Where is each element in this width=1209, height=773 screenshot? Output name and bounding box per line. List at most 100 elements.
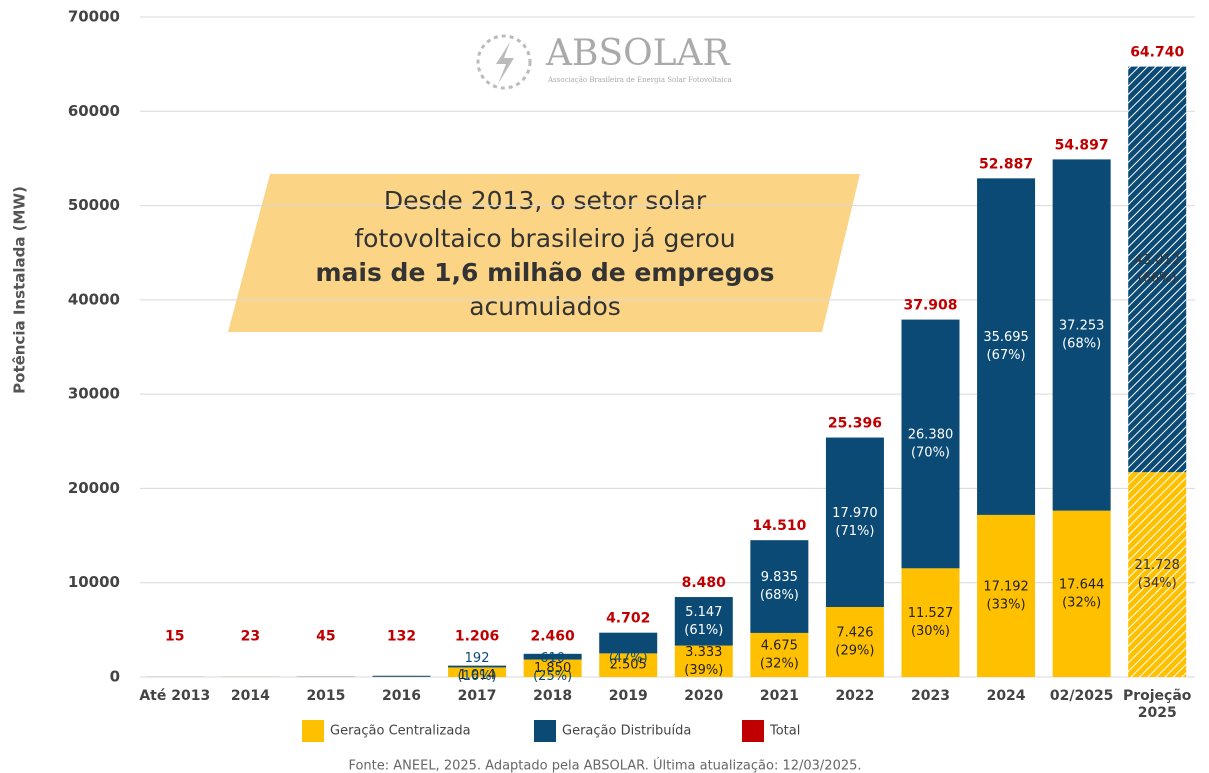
share-label: (68%) [760, 588, 799, 603]
total-label: 8.480 [682, 575, 727, 591]
value-label: 17.970 [832, 506, 878, 521]
callout-line: Desde 2013, o setor solar [384, 186, 707, 215]
share-label: (71%) [835, 524, 874, 539]
y-axis-label: Potência Instalada (MW) [11, 186, 29, 394]
legend-swatch [302, 720, 324, 742]
total-label: 45 [316, 629, 335, 645]
value-label: 1.850 [534, 661, 571, 676]
bar-segment [825, 606, 884, 677]
share-label: (32%) [1062, 595, 1101, 610]
share-label: (61%) [684, 623, 723, 638]
share-label: (29%) [835, 643, 874, 658]
bar-segment [448, 665, 507, 668]
value-label: 3.333 [685, 645, 722, 660]
share-label: (68%) [1062, 337, 1101, 352]
share-label: (16%) [458, 669, 497, 684]
x-tick-label: 2024 [986, 688, 1026, 704]
source: Fonte: ANEEL, 2025. Adaptado pela ABSOLA… [348, 758, 861, 773]
share-label: (25%) [533, 669, 572, 684]
share-label: (67%) [987, 348, 1026, 363]
bar-segment [372, 675, 431, 677]
value-label: 43.012 [1134, 253, 1180, 268]
bar-segment [523, 659, 582, 677]
value-label: 9.835 [761, 570, 798, 585]
value-label: 610 [540, 651, 565, 666]
bar-segment [825, 437, 884, 607]
total-label: 25.396 [828, 416, 882, 432]
bar-segment [674, 597, 733, 646]
bar-segment [1128, 472, 1187, 677]
logo-bolt [496, 42, 514, 84]
share-label: (34%) [1138, 576, 1177, 591]
value-label: 17.644 [1059, 577, 1105, 592]
share-label: (66%) [1138, 271, 1177, 286]
y-tick-label: 30000 [68, 385, 120, 403]
total-label: 23 [241, 629, 260, 645]
y-tick-label: 10000 [68, 573, 120, 591]
bar-segment [599, 653, 658, 677]
y-tick-label: 60000 [68, 102, 120, 120]
value-label: 4.675 [761, 638, 798, 653]
total-label: 1.206 [455, 629, 499, 645]
x-tick-label: 2016 [382, 688, 421, 704]
bar-segment [977, 178, 1036, 515]
share-label: (30%) [911, 624, 950, 639]
value-label: 7.426 [836, 625, 873, 640]
legend-label: Geração Centralizada [330, 724, 471, 739]
callout-line: acumulados [469, 292, 621, 321]
total-label: 2.460 [530, 629, 575, 645]
bar-segment [901, 568, 960, 677]
value-label: 17.192 [983, 579, 1029, 594]
x-tick-label: 2014 [230, 688, 270, 704]
value-label: 192 [465, 651, 490, 666]
bar-segment [901, 319, 960, 569]
x-tick-label: 2015 [306, 688, 346, 704]
x-tick-label: 02/2025 [1049, 688, 1114, 704]
y-tick-label: 0 [110, 668, 120, 686]
x-tick-label: Até 2013 [139, 688, 211, 704]
total-label: 37.908 [903, 298, 957, 314]
total-label: 54.897 [1055, 137, 1109, 153]
bar-segment [1128, 66, 1187, 473]
share-label: (70%) [911, 445, 950, 460]
callout-line: mais de 1,6 milhão de empregos [315, 258, 774, 287]
y-tick-label: 40000 [68, 290, 120, 308]
logo-icon [476, 34, 532, 90]
bar-segment [977, 514, 1036, 677]
bar-segment [750, 632, 809, 677]
bar-segment [599, 632, 658, 654]
value-label: 26.380 [908, 427, 954, 442]
share-label: (33%) [987, 597, 1026, 612]
bar-segment [750, 540, 809, 633]
share-label: (39%) [684, 663, 723, 678]
bar-segment [674, 645, 733, 677]
x-tick-label: 2021 [759, 688, 799, 704]
share-label: (47%) [609, 651, 648, 666]
y-tick-label: 50000 [68, 196, 120, 214]
y-tick-label: 20000 [68, 479, 120, 497]
total-label: 52.887 [979, 156, 1033, 172]
x-tick-label: Projeção 2025 [1122, 688, 1192, 721]
callout-line: fotovoltaico brasileiro já gerou [354, 224, 735, 253]
x-tick-label: 2020 [684, 688, 724, 704]
total-label: 4.702 [606, 611, 650, 627]
total-label: 64.740 [1130, 45, 1184, 61]
value-label: 21.728 [1134, 558, 1180, 573]
legend-swatch [534, 720, 556, 742]
callout: Desde 2013, o setor solar fotovoltaico b… [315, 186, 774, 321]
legend-label: Geração Distribuída [562, 724, 691, 739]
logo: ABSOLAR Associação Brasileira de Energia… [476, 33, 732, 90]
x-tick-label: 2022 [835, 688, 875, 704]
logo-name: ABSOLAR [545, 33, 731, 74]
share-label: (32%) [760, 656, 799, 671]
bar-segment [448, 667, 507, 677]
value-label: 2.196 [610, 633, 647, 648]
value-label: 37.253 [1059, 319, 1105, 334]
y-tick-label: 70000 [68, 8, 120, 26]
value-label: 5.147 [685, 605, 722, 620]
value-label: 2.505 [610, 658, 647, 673]
value-label: 1.014 [458, 668, 495, 683]
total-label: 14.510 [752, 518, 806, 534]
